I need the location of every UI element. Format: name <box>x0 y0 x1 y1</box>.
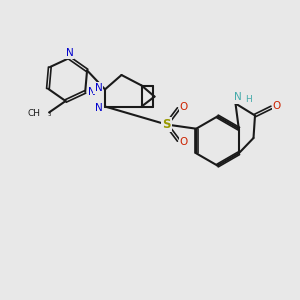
Text: H: H <box>245 95 252 104</box>
Text: CH: CH <box>28 109 41 118</box>
Text: N: N <box>94 83 102 93</box>
Text: N: N <box>94 103 102 113</box>
Text: O: O <box>273 101 281 111</box>
Text: N: N <box>88 87 96 97</box>
Text: O: O <box>180 137 188 147</box>
Text: O: O <box>180 102 188 112</box>
Text: S: S <box>162 118 171 131</box>
Text: ₃: ₃ <box>41 109 51 118</box>
Text: N: N <box>234 92 242 103</box>
Text: N: N <box>65 48 73 58</box>
